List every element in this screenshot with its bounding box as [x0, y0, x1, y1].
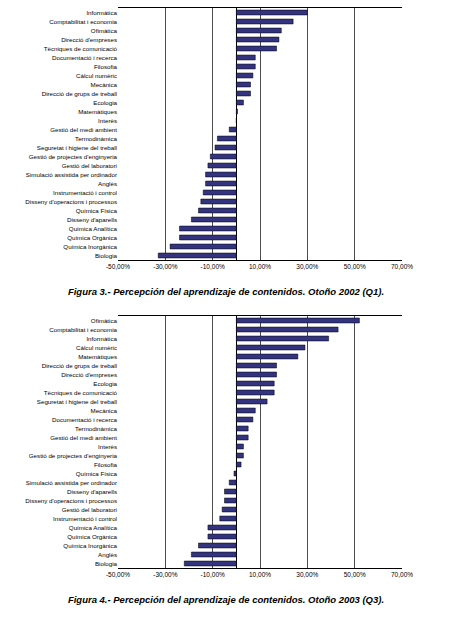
svg-text:30,00%: 30,00% [296, 571, 318, 578]
svg-text:Instrumentació i control: Instrumentació i control [53, 515, 117, 522]
html-text:Figura 4.- Percepción del apre: Figura 4.- Percepción del aprendizaje de… [67, 594, 385, 605]
svg-text:Biologia: Biologia [95, 252, 118, 259]
svg-text:Disseny d'aparells: Disseny d'aparells [67, 488, 117, 495]
svg-text:30,00%: 30,00% [296, 263, 318, 270]
svg-text:50,00%: 50,00% [344, 263, 366, 270]
svg-text:Disseny d'aparells: Disseny d'aparells [67, 216, 117, 223]
svg-text:Disseny d'operacions i process: Disseny d'operacions i processos [25, 497, 117, 504]
svg-text:Direcció de grups de treball: Direcció de grups de treball [42, 90, 117, 97]
svg-text:Seguretat i higiene del trebal: Seguretat i higiene del treball [37, 144, 117, 151]
svg-text:Direcció de grups de treball: Direcció de grups de treball [42, 362, 117, 369]
svg-text:Comptabilitat i economia: Comptabilitat i economia [49, 18, 117, 25]
svg-text:Filosofia: Filosofia [94, 63, 118, 70]
svg-text:Seguretat i higiene del trebal: Seguretat i higiene del treball [37, 398, 117, 405]
svg-text:Ofimàtica: Ofimàtica [91, 27, 118, 34]
svg-text:70,00%: 70,00% [391, 571, 413, 578]
svg-text:Biologia: Biologia [95, 560, 118, 567]
svg-text:Filosofia: Filosofia [94, 461, 118, 468]
svg-text:Mecànica: Mecànica [91, 81, 118, 88]
svg-text:Gestió del laboratori: Gestió del laboratori [62, 162, 117, 169]
svg-text:Química Analítica: Química Analítica [69, 225, 118, 232]
svg-text:-30,00%: -30,00% [153, 571, 177, 578]
svg-text:-50,00%: -50,00% [106, 571, 130, 578]
svg-text:Gestió del medi ambient: Gestió del medi ambient [50, 126, 117, 133]
svg-text:Matemàtiques: Matemàtiques [78, 353, 117, 360]
svg-text:Ecologia: Ecologia [93, 99, 117, 106]
svg-text:Tècniques de comunicació: Tècniques de comunicació [44, 45, 118, 52]
svg-text:Anglès: Anglès [98, 551, 117, 558]
svg-text:Gestió del medi ambient: Gestió del medi ambient [50, 434, 117, 441]
html-text:Figura 3.- Percepción del apre: Figura 3.- Percepción del aprendizaje de… [67, 286, 385, 297]
svg-text:-10,00%: -10,00% [201, 571, 225, 578]
svg-text:Matemàtiques: Matemàtiques [78, 108, 117, 115]
svg-text:Termodinàmica: Termodinàmica [75, 425, 118, 432]
svg-text:10,00%: 10,00% [249, 571, 271, 578]
svg-text:Termodinàmica: Termodinàmica [75, 135, 118, 142]
svg-text:Química Física: Química Física [76, 470, 118, 477]
svg-text:50,00%: 50,00% [344, 571, 366, 578]
svg-text:Ecologia: Ecologia [93, 380, 117, 387]
svg-text:-10,00%: -10,00% [201, 263, 225, 270]
svg-text:-30,00%: -30,00% [153, 263, 177, 270]
svg-text:Càlcul numèric: Càlcul numèric [76, 344, 117, 351]
svg-text:Química Inorgànica: Química Inorgànica [63, 243, 117, 250]
svg-text:Direcció d'empreses: Direcció d'empreses [61, 371, 117, 378]
svg-text:Mecànica: Mecànica [91, 407, 118, 414]
svg-text:Càlcul numèric: Càlcul numèric [76, 72, 117, 79]
svg-text:Química Inorgànica: Química Inorgànica [63, 542, 117, 549]
svg-text:Direcció d'empreses: Direcció d'empreses [61, 36, 117, 43]
svg-text:Anglès: Anglès [98, 180, 117, 187]
svg-text:Informàtica: Informàtica [86, 9, 117, 16]
svg-text:Documentació i recerca: Documentació i recerca [52, 54, 118, 61]
svg-text:-50,00%: -50,00% [106, 263, 130, 270]
svg-text:Gestió del laboratori: Gestió del laboratori [62, 506, 117, 513]
svg-text:Gestió de projectes d'enginyer: Gestió de projectes d'enginyeria [29, 452, 118, 459]
svg-text:10,00%: 10,00% [249, 263, 271, 270]
svg-text:Interès: Interès [98, 443, 117, 450]
svg-text:Química Orgànica: Química Orgànica [67, 234, 117, 241]
svg-text:Interès: Interès [98, 117, 117, 124]
svg-text:Comptabilitat i economia: Comptabilitat i economia [49, 326, 117, 333]
svg-text:Simulació assistida per ordina: Simulació assistida per ordinador [26, 479, 117, 486]
svg-text:Disseny d'operacions i process: Disseny d'operacions i processos [25, 198, 117, 205]
svg-text:Ofimàtica: Ofimàtica [91, 317, 118, 324]
svg-text:Documentació i recerca: Documentació i recerca [52, 416, 118, 423]
svg-text:Informàtica: Informàtica [86, 335, 117, 342]
svg-text:Instrumentació i control: Instrumentació i control [53, 189, 117, 196]
svg-text:Química Física: Química Física [76, 207, 118, 214]
svg-text:70,00%: 70,00% [391, 263, 413, 270]
svg-text:Química Analítica: Química Analítica [69, 524, 118, 531]
svg-text:Gestió de projectes d'enginyer: Gestió de projectes d'enginyeria [29, 153, 118, 160]
svg-text:Simulació assistida per ordina: Simulació assistida per ordinador [26, 171, 117, 178]
svg-text:Química Orgànica: Química Orgànica [67, 533, 117, 540]
svg-text:Tècniques de comunicació: Tècniques de comunicació [44, 389, 118, 396]
